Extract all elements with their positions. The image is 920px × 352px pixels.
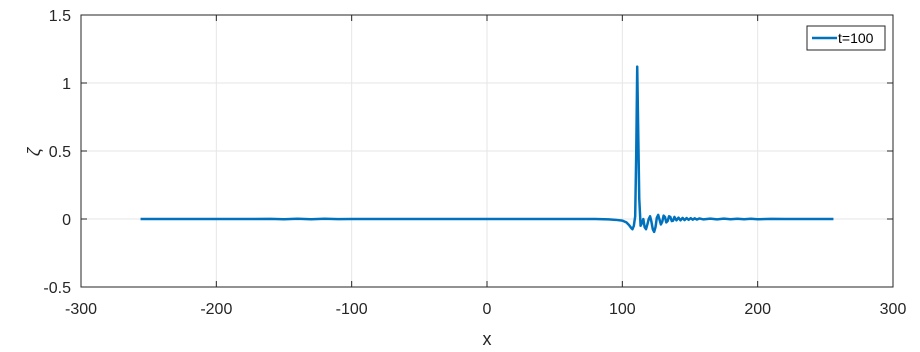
y-tick-labels: -0.5 0 0.5 1 1.5 — [43, 8, 71, 297]
x-tick-label: -300 — [65, 301, 97, 318]
y-tick-label: 1.5 — [49, 8, 71, 25]
x-tick-label: -200 — [200, 301, 232, 318]
series-line-t100 — [140, 65, 834, 234]
legend: t=100 — [806, 25, 886, 51]
x-tick-label: 200 — [744, 301, 771, 318]
legend-label: t=100 — [838, 30, 874, 46]
y-tick-label: 1 — [62, 76, 71, 93]
y-tick-label: 0.5 — [49, 144, 71, 161]
y-tick-label: -0.5 — [43, 280, 71, 297]
x-tick-labels: -300 -200 -100 0 100 200 300 — [65, 301, 906, 318]
x-tick-label: 100 — [609, 301, 636, 318]
axis-ticks — [80, 14, 894, 288]
x-tick-label: -100 — [336, 301, 368, 318]
y-tick-label: 0 — [62, 212, 71, 229]
y-axis-label: ζ — [24, 146, 44, 156]
x-tick-label: 300 — [880, 301, 907, 318]
x-tick-label: 0 — [483, 301, 492, 318]
x-axis-label: x — [483, 329, 492, 349]
